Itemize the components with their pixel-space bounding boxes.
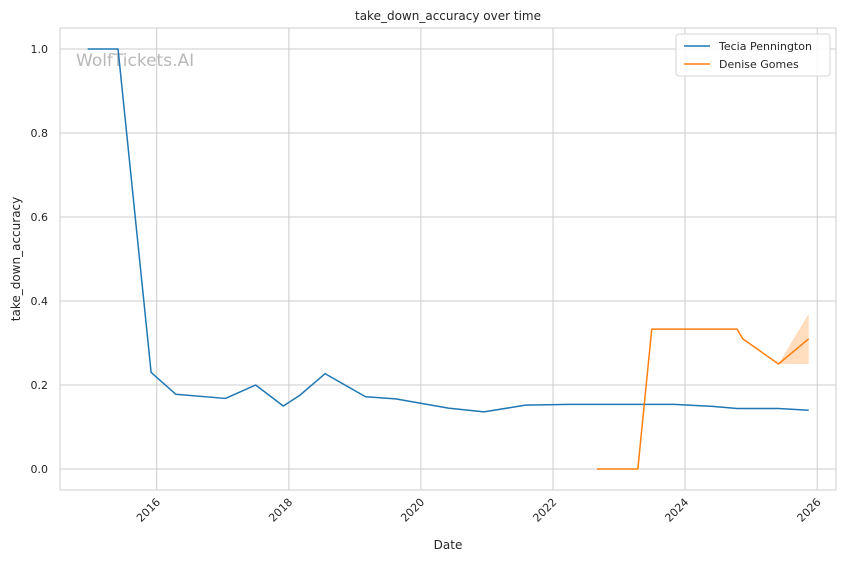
chart-title: take_down_accuracy over time <box>355 9 541 23</box>
y-tick-label: 0.2 <box>31 379 49 392</box>
legend-label: Tecia Pennington <box>718 40 812 53</box>
y-tick-label: 1.0 <box>31 43 49 56</box>
series-lines <box>87 48 810 470</box>
x-axis-title: Date <box>434 538 463 552</box>
legend: Tecia Pennington Denise Gomes <box>675 33 831 77</box>
y-axis-title: take_down_accuracy <box>9 197 23 321</box>
confidence-bands <box>778 313 809 364</box>
plot-frame <box>59 27 837 491</box>
series-line-1 <box>596 328 810 470</box>
y-tick-label: 0.4 <box>31 295 49 308</box>
watermark: WolfTickets.AI <box>76 51 194 71</box>
grid <box>60 28 836 490</box>
y-tick-label: 0.6 <box>31 211 49 224</box>
confidence-band-series-1 <box>778 313 809 364</box>
y-axis-ticks: 0.0 0.2 0.4 0.6 0.8 1.0 <box>31 43 49 476</box>
y-tick-label: 0.8 <box>31 127 49 140</box>
legend-label: Denise Gomes <box>719 58 799 71</box>
series-line-0 <box>87 48 809 413</box>
legend-box <box>675 33 831 77</box>
y-tick-label: 0.0 <box>31 463 49 476</box>
